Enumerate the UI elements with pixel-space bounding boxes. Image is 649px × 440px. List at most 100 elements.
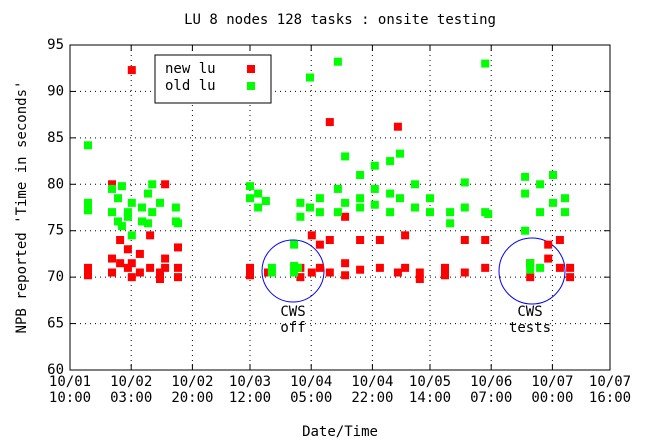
highlight-circle [498, 237, 566, 305]
legend-swatch [247, 82, 255, 90]
point [325, 236, 334, 244]
point [333, 208, 342, 217]
point [555, 236, 564, 244]
y-tick-label: 90 [47, 83, 64, 99]
point [426, 194, 434, 203]
point [370, 200, 379, 209]
point [396, 194, 404, 203]
legend-swatch [247, 65, 255, 73]
point [481, 59, 490, 68]
point [536, 263, 545, 272]
point [386, 208, 395, 217]
point [315, 208, 324, 217]
x-axis-label: Date/Time [302, 424, 378, 440]
point [254, 203, 263, 212]
annotation: CWS off [280, 304, 306, 336]
point [356, 203, 365, 212]
point [536, 180, 545, 189]
point [415, 275, 424, 283]
point [441, 271, 449, 280]
point [108, 180, 116, 189]
point [566, 273, 575, 282]
point [307, 231, 316, 240]
point [341, 212, 350, 221]
point [460, 268, 469, 277]
point [123, 263, 132, 272]
point [356, 171, 365, 179]
point [441, 263, 449, 272]
point [375, 236, 384, 244]
point [325, 118, 334, 127]
point [174, 243, 182, 252]
point [108, 208, 116, 217]
point [521, 189, 530, 198]
point [84, 271, 92, 280]
point [290, 268, 299, 277]
point [84, 198, 92, 207]
highlight-circle [261, 239, 325, 303]
point [123, 212, 132, 221]
point [306, 73, 314, 82]
legend-label: new lu [165, 61, 216, 77]
point [341, 271, 350, 280]
point [84, 141, 92, 150]
point [246, 263, 254, 272]
point [341, 198, 350, 207]
point [306, 203, 314, 212]
point [296, 273, 305, 282]
point [356, 236, 365, 244]
point [341, 259, 350, 268]
point [127, 231, 136, 240]
point [460, 203, 469, 212]
point [84, 263, 92, 272]
point [386, 157, 395, 166]
point [401, 231, 410, 240]
point [246, 182, 254, 191]
point [481, 236, 490, 244]
point [460, 178, 469, 187]
point [296, 198, 305, 207]
point [333, 184, 342, 193]
point [117, 182, 126, 191]
y-tick-label: 85 [47, 130, 64, 146]
point [84, 206, 92, 215]
series [84, 57, 569, 277]
point [116, 259, 125, 268]
point [127, 259, 136, 268]
point [135, 268, 144, 277]
point [341, 152, 350, 161]
point [536, 208, 545, 217]
y-tick-label: 95 [47, 37, 64, 53]
point [315, 263, 324, 272]
point [138, 217, 146, 226]
point [521, 172, 530, 181]
point [156, 268, 164, 277]
y-tick-label: 80 [47, 176, 64, 192]
point [393, 122, 402, 131]
point [521, 226, 530, 235]
x-tick-label: 10/06 07:00 [470, 374, 513, 406]
point [396, 149, 404, 158]
point [411, 203, 419, 212]
point [116, 236, 125, 244]
point [555, 263, 564, 272]
point [108, 254, 116, 263]
series [84, 66, 575, 283]
point [415, 268, 424, 277]
point [296, 212, 305, 221]
plot-frame [69, 44, 611, 371]
point [144, 219, 152, 228]
point [481, 263, 490, 272]
point [356, 265, 365, 274]
point [290, 240, 299, 249]
point [526, 273, 535, 282]
point [254, 189, 263, 198]
point [161, 254, 170, 263]
point [526, 259, 535, 268]
point [370, 161, 379, 170]
point [108, 184, 116, 193]
point [294, 263, 302, 272]
point [161, 263, 170, 272]
point [123, 245, 132, 254]
